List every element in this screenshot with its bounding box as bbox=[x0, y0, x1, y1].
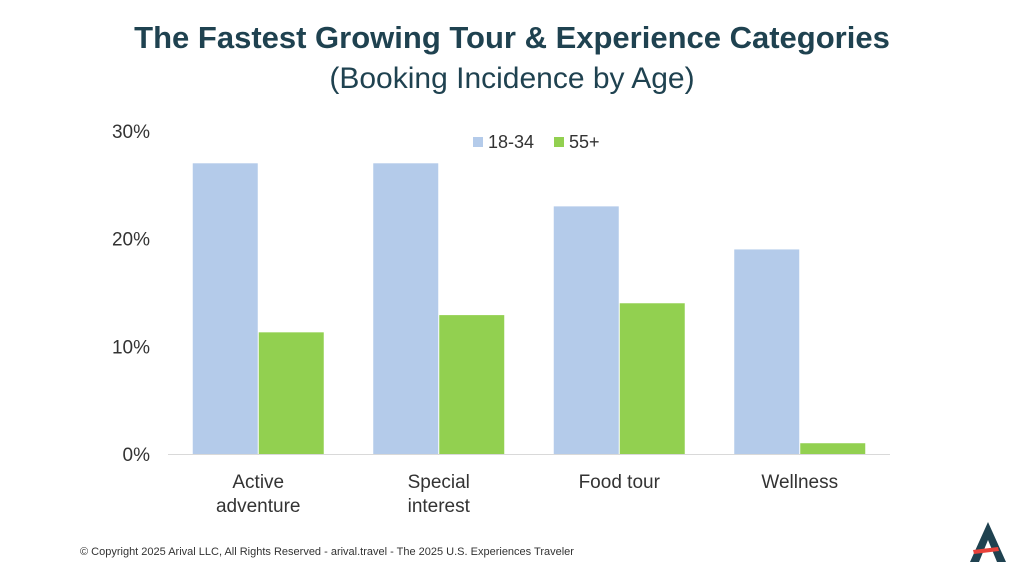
bar-age-18-34 bbox=[373, 163, 439, 455]
bar-chart: 0% 10% 20% 30% Active adventure Special intere… bbox=[112, 122, 890, 517]
chart-subtitle: (Booking Incidence by Age) bbox=[329, 62, 695, 95]
x-axis: Active adventure Special interest Food tour W… bbox=[216, 472, 838, 517]
x-tick-label: Special interest bbox=[408, 472, 471, 517]
copyright-footer: © Copyright 2025 Arival LLC, All Rights … bbox=[80, 546, 574, 558]
legend: 18-34 55+ bbox=[473, 132, 600, 152]
y-tick-label: 30% bbox=[112, 122, 150, 143]
legend-swatch bbox=[473, 137, 483, 147]
bar-age-55-plus bbox=[619, 303, 685, 454]
x-tick-label: Food tour bbox=[579, 472, 661, 493]
bars bbox=[192, 163, 866, 455]
bar-age-55-plus bbox=[439, 315, 505, 454]
y-tick-label: 20% bbox=[112, 230, 150, 251]
y-tick-label: 0% bbox=[123, 445, 151, 466]
bar-age-18-34 bbox=[734, 249, 800, 454]
legend-label: 55+ bbox=[569, 132, 600, 152]
x-tick-label: Wellness bbox=[761, 472, 838, 493]
bar-age-18-34 bbox=[192, 163, 258, 455]
chart-title: The Fastest Growing Tour & Experience Ca… bbox=[134, 20, 890, 55]
bar-age-55-plus bbox=[258, 332, 324, 454]
y-tick-label: 10% bbox=[112, 337, 150, 358]
x-tick-label: Active adventure bbox=[216, 472, 301, 517]
bar-age-55-plus bbox=[800, 443, 866, 454]
legend-label: 18-34 bbox=[488, 132, 534, 152]
y-axis: 0% 10% 20% 30% bbox=[112, 122, 150, 466]
bar-age-18-34 bbox=[553, 206, 619, 454]
legend-swatch bbox=[554, 137, 564, 147]
arival-logo-icon bbox=[970, 522, 1006, 562]
